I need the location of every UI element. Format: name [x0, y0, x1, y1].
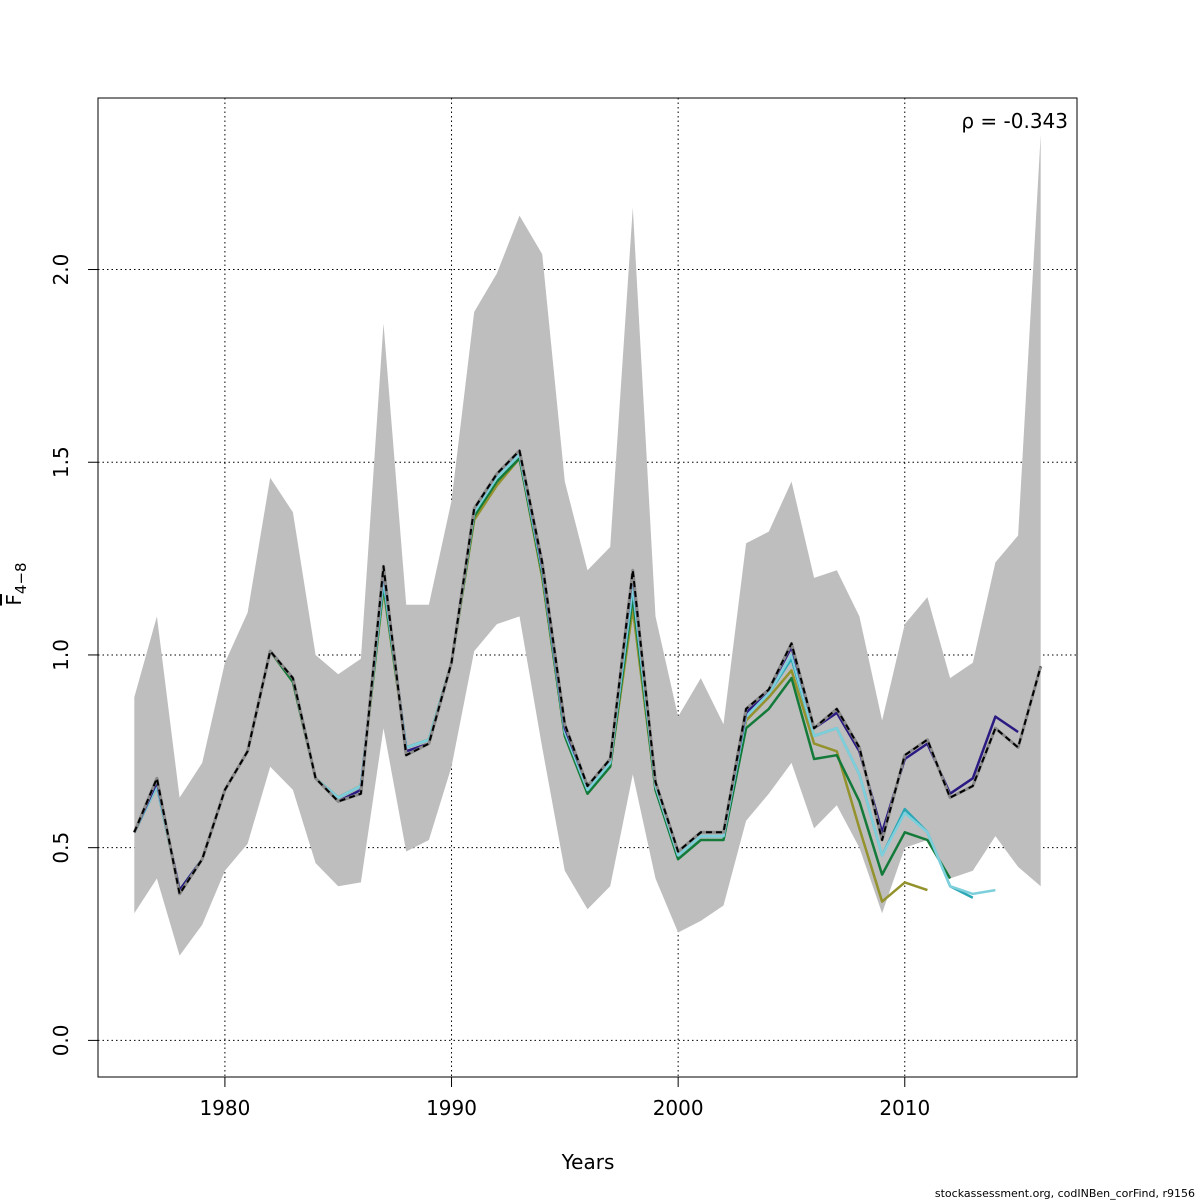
- y-tick-label-1.5: 1.5: [49, 446, 73, 478]
- x-axis-title: Years: [561, 1150, 615, 1174]
- x-tick-label-1990: 1990: [426, 1096, 477, 1120]
- footer-credit: stockassessment.org, codINBen_corFind, r…: [935, 1187, 1195, 1200]
- y-axis-title-group: F4−8: [2, 562, 30, 605]
- rho-annotation: ρ = -0.343: [961, 109, 1068, 133]
- series-lines-group: [132, 449, 1043, 903]
- confidence-band: [134, 134, 1041, 956]
- y-axis-title: F4−8: [2, 562, 30, 605]
- x-tick-label-2010: 2010: [879, 1096, 930, 1120]
- x-tick-label-2000: 2000: [653, 1096, 704, 1120]
- axis-ticks-group: 1980 1990 2000 2010 0.0 0.5 1.0 1.5 2.0: [49, 254, 930, 1120]
- y-tick-label-1.0: 1.0: [49, 639, 73, 671]
- confidence-band-group: [134, 134, 1041, 956]
- y-tick-label-2.0: 2.0: [49, 254, 73, 286]
- x-tick-label-1980: 1980: [199, 1096, 250, 1120]
- plot-frame: [97, 97, 1078, 1078]
- y-axis-title-sub: 4−8: [12, 562, 30, 594]
- series-line-0: [133, 449, 1042, 895]
- y-tick-label-0.5: 0.5: [49, 832, 73, 864]
- y-tick-label-0.0: 0.0: [49, 1024, 73, 1056]
- y-axis-title-main: F: [2, 594, 26, 606]
